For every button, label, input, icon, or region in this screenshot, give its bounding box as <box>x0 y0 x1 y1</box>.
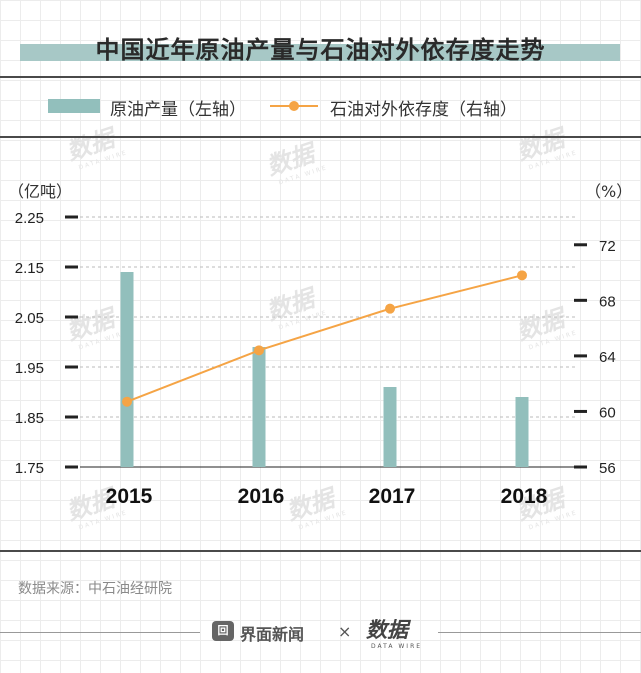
x-axis-label: 2018 <box>501 485 548 508</box>
page-title: 中国近年原油产量与石油对外依存度走势 <box>95 36 546 64</box>
left-axis-tick-label: 2.25 <box>15 210 44 227</box>
right-axis-unit: （%） <box>585 182 633 201</box>
bar-2015 <box>120 272 134 467</box>
footer-line-right <box>438 632 641 633</box>
footer-line-left <box>0 632 200 633</box>
bar-2016 <box>252 347 266 467</box>
right-axis-tick-label: 68 <box>599 293 616 310</box>
title-band <box>20 44 620 61</box>
times-separator: × <box>338 622 352 641</box>
jiemian-logo-icon: 回 <box>212 621 234 641</box>
bar-2017 <box>383 387 397 467</box>
left-axis-unit: （亿吨） <box>8 182 73 201</box>
line-point-2018 <box>517 270 527 281</box>
datawire-logo: 数据 <box>366 618 408 642</box>
right-axis-tick-label: 64 <box>599 349 616 366</box>
x-axis-label: 2015 <box>106 485 153 508</box>
bar-2018 <box>515 397 529 467</box>
divider-legend <box>0 136 641 138</box>
legend-line-label: 石油对外依存度（右轴） <box>330 100 517 120</box>
left-axis-tick-label: 2.05 <box>15 310 44 327</box>
right-axis-tick-label: 60 <box>599 404 616 421</box>
x-axis-label: 2017 <box>369 485 416 508</box>
left-axis-tick-label: 1.85 <box>15 410 44 427</box>
divider-top <box>0 76 641 78</box>
left-axis-tick-label: 2.15 <box>15 260 44 277</box>
legend-bar-label: 原油产量（左轴） <box>110 100 246 120</box>
divider-bottom <box>0 550 641 552</box>
legend-bar-swatch <box>48 99 100 113</box>
left-axis-tick-label: 1.75 <box>15 460 44 477</box>
line-point-2015 <box>122 396 132 407</box>
data-source: 数据来源：中石油经研院 <box>18 581 172 597</box>
right-axis-tick-label: 72 <box>599 238 616 255</box>
legend-line-marker <box>289 101 299 111</box>
dependency-line <box>126 274 523 403</box>
line-point-2017 <box>385 303 395 314</box>
datawire-logo-sub: DATA WIRE <box>371 643 423 650</box>
brand-name: 界面新闻 <box>240 625 305 644</box>
right-axis-tick-label: 56 <box>599 460 616 477</box>
left-axis-tick-label: 1.95 <box>15 360 44 377</box>
line-point-2016 <box>254 345 264 356</box>
x-axis-label: 2016 <box>238 485 285 508</box>
